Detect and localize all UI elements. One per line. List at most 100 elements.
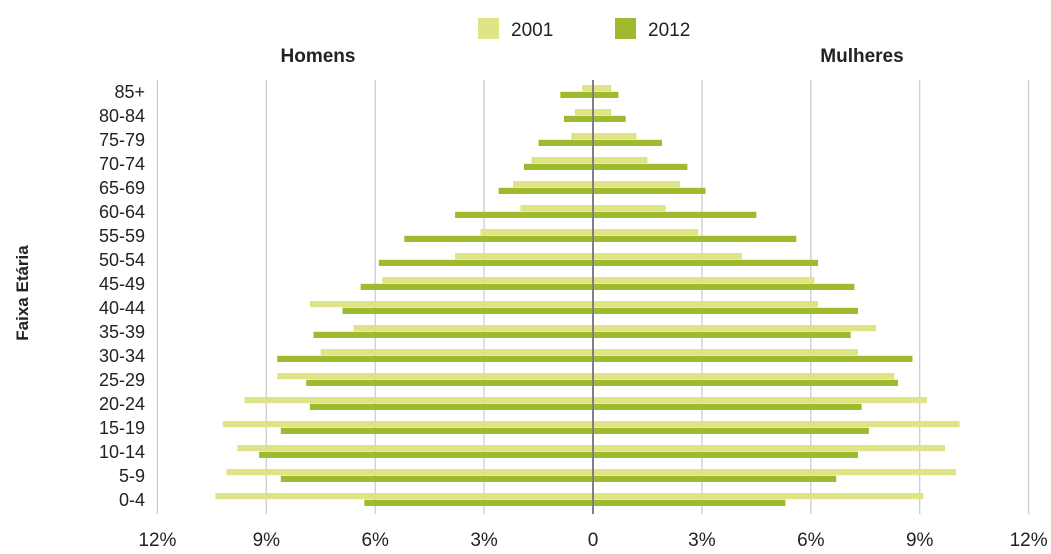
bar-men-2001-65-69 — [513, 181, 593, 188]
bar-women-2012-85+ — [593, 91, 619, 98]
right-side-label: Mulheres — [820, 46, 903, 67]
age-group-label: 75-79 — [99, 130, 145, 150]
bar-women-2012-45-49 — [593, 283, 855, 290]
age-group-label: 60-64 — [99, 202, 145, 222]
x-tick-label: 0 — [588, 530, 599, 549]
bar-men-2012-40-44 — [342, 307, 593, 314]
bar-men-2012-80-84 — [563, 115, 593, 122]
bar-men-2001-30-34 — [320, 349, 593, 356]
bar-women-2001-75-79 — [593, 133, 637, 140]
bar-women-2001-85+ — [593, 85, 612, 92]
bar-men-2001-25-29 — [277, 373, 593, 380]
bar-men-2001-55-59 — [480, 229, 593, 236]
bar-women-2001-25-29 — [593, 373, 895, 380]
bar-men-2012-25-29 — [306, 379, 593, 386]
age-group-label: 35-39 — [99, 322, 145, 342]
age-group-label: 40-44 — [99, 298, 145, 318]
x-tick-label: 3% — [688, 530, 716, 549]
bar-men-2001-20-24 — [244, 397, 593, 404]
bar-women-2001-55-59 — [593, 229, 699, 236]
legend-swatch-2012 — [615, 18, 636, 39]
bar-men-2001-15-19 — [222, 421, 594, 428]
bar-men-2012-75-79 — [538, 139, 593, 146]
bar-women-2001-70-74 — [593, 157, 648, 164]
x-tick-labels: 12% 9% 6% 3% 0 3% 6% 9% 12% — [138, 530, 1048, 551]
bar-women-2012-30-34 — [593, 355, 913, 362]
age-group-label: 5-9 — [119, 466, 145, 486]
age-group-label: 70-74 — [99, 154, 145, 174]
bar-women-2001-0-4 — [593, 493, 924, 500]
bar-men-2001-50-54 — [455, 253, 593, 260]
age-group-label: 45-49 — [99, 274, 145, 294]
x-tick-label: 9% — [906, 530, 934, 549]
x-tick-label: 12% — [1010, 530, 1048, 549]
bar-men-2001-70-74 — [531, 157, 593, 164]
bar-women-2001-50-54 — [593, 253, 742, 260]
bar-women-2012-75-79 — [593, 139, 662, 146]
x-tick-label: 12% — [138, 530, 176, 549]
bar-men-2001-60-64 — [520, 205, 593, 212]
bar-women-2001-65-69 — [593, 181, 681, 188]
bar-men-2012-10-14 — [259, 451, 593, 458]
age-group-label: 20-24 — [99, 394, 145, 414]
bar-women-2001-30-34 — [593, 349, 858, 356]
bar-women-2001-15-19 — [593, 421, 960, 428]
bar-men-2001-35-39 — [353, 325, 593, 332]
bar-men-2012-30-34 — [277, 355, 593, 362]
bars-layer — [215, 85, 960, 506]
bar-men-2012-60-64 — [455, 211, 593, 218]
age-group-label: 55-59 — [99, 226, 145, 246]
y-tick-labels: 0-4 5-9 10-14 15-19 20-24 25-29 30-34 35-39 40-4… — [99, 82, 145, 510]
bar-men-2001-45-49 — [382, 277, 593, 284]
age-group-label: 15-19 — [99, 418, 145, 438]
bar-women-2012-40-44 — [593, 307, 858, 314]
bar-men-2012-35-39 — [313, 331, 593, 338]
bar-men-2001-10-14 — [237, 445, 593, 452]
bar-women-2001-5-9 — [593, 469, 956, 476]
x-tick-label: 9% — [253, 530, 281, 549]
bar-women-2001-80-84 — [593, 109, 612, 116]
bar-men-2012-15-19 — [280, 427, 593, 434]
legend-swatch-2001 — [478, 18, 499, 39]
bar-women-2012-35-39 — [593, 331, 851, 338]
legend-label-2012: 2012 — [648, 20, 690, 41]
age-group-label: 80-84 — [99, 106, 145, 126]
bar-women-2012-0-4 — [593, 499, 786, 506]
bar-women-2001-35-39 — [593, 325, 877, 332]
bar-men-2012-20-24 — [309, 403, 593, 410]
x-tick-label: 3% — [470, 530, 498, 549]
y-axis-title: Faixa Etária — [13, 245, 32, 341]
age-group-label: 85+ — [114, 82, 145, 102]
bar-men-2012-70-74 — [524, 163, 593, 170]
age-group-label: 50-54 — [99, 250, 145, 270]
bar-women-2001-10-14 — [593, 445, 946, 452]
bar-women-2012-50-54 — [593, 259, 819, 266]
left-side-label: Homens — [281, 46, 356, 67]
bar-men-2001-40-44 — [309, 301, 593, 308]
bar-women-2001-45-49 — [593, 277, 815, 284]
bar-women-2012-15-19 — [593, 427, 869, 434]
bar-men-2001-75-79 — [571, 133, 593, 140]
legend: 2001 2012 — [478, 18, 690, 41]
bar-men-2012-0-4 — [364, 499, 593, 506]
bar-men-2001-5-9 — [226, 469, 593, 476]
age-group-label: 0-4 — [119, 490, 145, 510]
bar-women-2012-25-29 — [593, 379, 898, 386]
bar-women-2012-80-84 — [593, 115, 626, 122]
age-group-label: 10-14 — [99, 442, 145, 462]
x-tick-label: 6% — [797, 530, 825, 549]
bar-men-2001-0-4 — [215, 493, 594, 500]
legend-label-2001: 2001 — [511, 20, 553, 41]
legend-item-2001: 2001 — [478, 18, 553, 41]
bar-women-2001-60-64 — [593, 205, 666, 212]
bar-men-2012-5-9 — [280, 475, 593, 482]
bar-women-2012-60-64 — [593, 211, 757, 218]
bar-men-2012-85+ — [560, 91, 593, 98]
bar-men-2012-50-54 — [378, 259, 593, 266]
bar-women-2012-10-14 — [593, 451, 858, 458]
age-group-label: 30-34 — [99, 346, 145, 366]
bar-women-2012-20-24 — [593, 403, 862, 410]
legend-item-2012: 2012 — [615, 18, 690, 41]
